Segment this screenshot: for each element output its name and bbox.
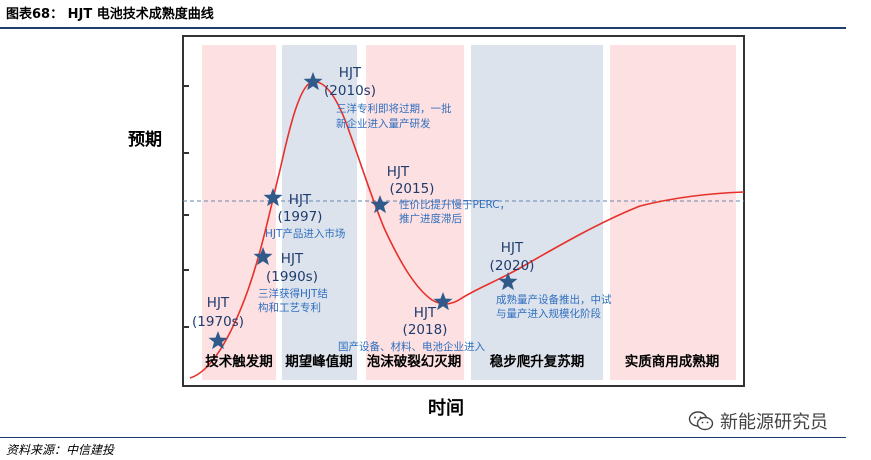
event-year: (1990s)	[266, 269, 318, 285]
event-star-5	[370, 195, 390, 214]
event-year: (1997)	[278, 209, 323, 225]
event-desc: 三洋获得HJT结	[258, 287, 328, 300]
event-star-4	[303, 72, 323, 91]
event-desc: HJT产品进入市场	[265, 227, 345, 240]
x-axis-label: 时间	[428, 398, 464, 419]
phase-band-5	[610, 45, 736, 380]
event-name: HJT	[339, 65, 362, 81]
phase-label-3: 泡沫破裂幻灭期	[367, 353, 462, 370]
event-name: HJT	[281, 251, 304, 267]
bottom-divider	[0, 437, 846, 438]
event-year: (2010s)	[324, 83, 376, 99]
event-star-1	[208, 331, 228, 350]
event-desc: 国产设备、材料、电池企业进入	[338, 340, 485, 353]
wechat-icon	[688, 411, 714, 431]
phase-label-5: 实质商用成熟期	[625, 353, 720, 370]
event-desc: 成熟量产设备推出，中试	[496, 293, 612, 306]
y-ticks	[183, 85, 189, 328]
phase-label-1: 技术触发期	[205, 353, 273, 370]
event-desc: 性价比提升慢于PERC，	[399, 198, 510, 211]
event-star-3	[263, 188, 283, 207]
event-year: (1970s)	[192, 314, 244, 330]
event-star-2	[253, 247, 273, 266]
event-desc: 构和工艺专利	[258, 301, 321, 314]
figure-title: 图表68： HJT 电池技术成熟度曲线	[6, 7, 214, 22]
watermark: 新能源研究员	[688, 408, 828, 434]
phase-band-2	[282, 45, 357, 380]
event-year: (2018)	[403, 322, 448, 338]
phase-label-2: 期望峰值期	[285, 353, 353, 370]
y-axis-label: 预期	[128, 130, 162, 150]
phase-label-4: 稳步爬升复苏期	[490, 353, 585, 370]
event-year: (2020)	[490, 258, 535, 274]
phase-band-3	[366, 45, 464, 380]
event-desc: 推广进度滞后	[399, 212, 462, 225]
event-name: HJT	[289, 192, 312, 208]
event-star-6	[433, 292, 453, 311]
top-divider	[0, 27, 846, 29]
event-desc: 三洋专利即将过期，一批	[336, 102, 452, 115]
event-name: HJT	[414, 305, 437, 321]
event-desc: 新企业进入量产研发	[336, 117, 431, 130]
event-stars	[208, 72, 518, 350]
source-note: 资料来源：中信建投	[6, 443, 115, 457]
event-desc: 与量产进入规模化阶段	[496, 307, 601, 320]
event-name: HJT	[387, 164, 410, 180]
event-year: (2015)	[390, 181, 435, 197]
phase-band-1	[202, 45, 276, 380]
event-name: HJT	[207, 295, 230, 311]
watermark-text: 新能源研究员	[720, 412, 828, 433]
phase-band-4	[471, 45, 603, 380]
event-star-7	[498, 272, 518, 291]
plot-frame	[182, 35, 745, 387]
event-name: HJT	[501, 240, 524, 256]
hype-curve	[189, 81, 745, 379]
